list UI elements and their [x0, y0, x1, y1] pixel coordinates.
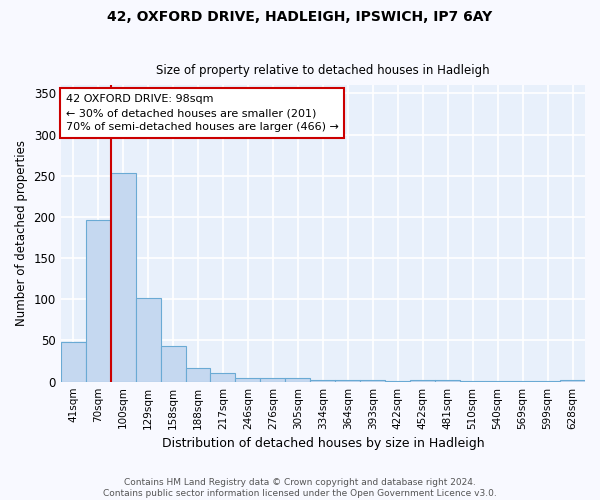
Bar [385, 381, 410, 382]
Bar [286, 378, 310, 382]
Bar [161, 346, 185, 382]
Bar [110, 174, 136, 382]
Bar [535, 381, 560, 382]
Title: Size of property relative to detached houses in Hadleigh: Size of property relative to detached ho… [156, 64, 490, 77]
Bar [235, 378, 260, 382]
Bar [185, 368, 211, 382]
Bar [310, 380, 335, 382]
Bar [435, 380, 460, 382]
Bar [560, 380, 585, 382]
Bar [510, 381, 535, 382]
Bar [136, 298, 161, 382]
Bar [211, 374, 235, 382]
Bar [86, 220, 110, 382]
Bar [485, 381, 510, 382]
Bar [260, 378, 286, 382]
Bar [360, 380, 385, 382]
Y-axis label: Number of detached properties: Number of detached properties [15, 140, 28, 326]
Bar [460, 381, 485, 382]
Text: 42, OXFORD DRIVE, HADLEIGH, IPSWICH, IP7 6AY: 42, OXFORD DRIVE, HADLEIGH, IPSWICH, IP7… [107, 10, 493, 24]
Text: Contains HM Land Registry data © Crown copyright and database right 2024.
Contai: Contains HM Land Registry data © Crown c… [103, 478, 497, 498]
Text: 42 OXFORD DRIVE: 98sqm
← 30% of detached houses are smaller (201)
70% of semi-de: 42 OXFORD DRIVE: 98sqm ← 30% of detached… [66, 94, 339, 132]
Bar [335, 380, 360, 382]
Bar [410, 380, 435, 382]
X-axis label: Distribution of detached houses by size in Hadleigh: Distribution of detached houses by size … [161, 437, 484, 450]
Bar [61, 342, 86, 382]
